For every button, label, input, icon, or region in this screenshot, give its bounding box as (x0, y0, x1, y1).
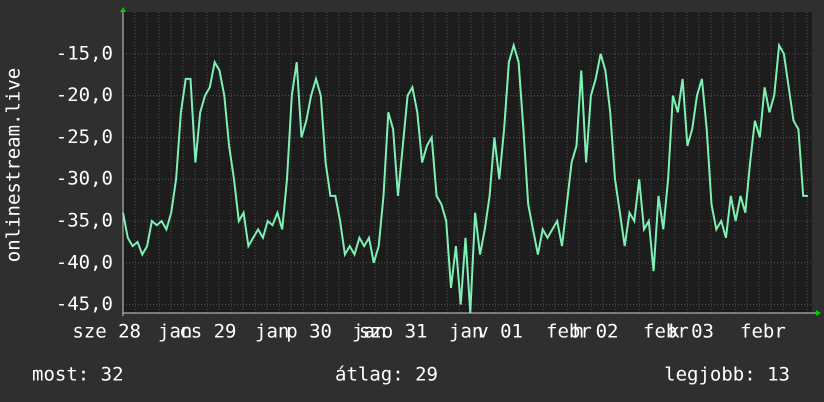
y-tick-label: -30,0 (56, 168, 113, 190)
x-month-label: jan (449, 321, 483, 343)
x-month-label: jan (158, 321, 192, 343)
x-month-label: jan (255, 321, 289, 343)
y-axis-title: onlinestream.live (3, 68, 25, 262)
y-tick-label: -45,0 (56, 293, 113, 315)
y-tick-label: -25,0 (56, 126, 113, 148)
footer-average: átlag: 29 (335, 364, 438, 386)
data-line (122, 41, 808, 314)
y-tick-label: -40,0 (56, 251, 113, 273)
footer-current: most: 32 (32, 364, 124, 386)
x-day-label: sze 28 (72, 321, 141, 343)
y-tick-label: -15,0 (56, 42, 113, 64)
x-day-label: cs 29 (179, 321, 236, 343)
x-day-label: p 30 (286, 321, 332, 343)
footer-best: legjobb: 13 (664, 364, 790, 386)
plot (122, 12, 812, 314)
y-tick-label: -20,0 (56, 84, 113, 106)
x-day-label: szo 31 (359, 321, 428, 343)
x-day-label: v 01 (477, 321, 523, 343)
y-tick-label: -35,0 (56, 210, 113, 232)
x-month-label: febr (740, 321, 786, 343)
arrow (816, 310, 821, 316)
x-month-label: jan (352, 321, 386, 343)
arrow (120, 7, 126, 12)
x-month-label: febr (546, 321, 592, 343)
x-month-label: febr (643, 321, 689, 343)
x-day-label: k 03 (668, 321, 714, 343)
x-day-label: h 02 (573, 321, 619, 343)
